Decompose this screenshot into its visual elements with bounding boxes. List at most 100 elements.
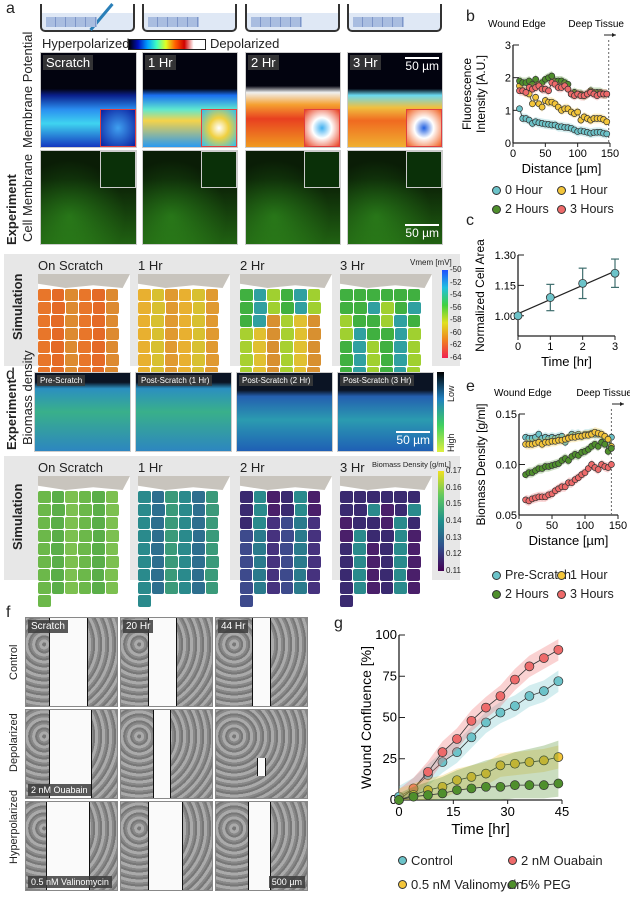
cell (38, 556, 51, 568)
timepoint-label: Post-Scratch (1 Hr) (138, 375, 213, 386)
vmem-image-scratch: Scratch (40, 52, 137, 148)
cell (295, 504, 307, 516)
legend-label: 2 Hours (505, 202, 549, 216)
data-point (452, 775, 462, 786)
cell (381, 289, 393, 301)
cell (65, 491, 78, 503)
cell (353, 341, 366, 353)
data-point (466, 715, 477, 726)
data-point (608, 461, 615, 468)
scale-bar: 500 µm (268, 876, 305, 888)
cell (254, 328, 266, 340)
cell (408, 517, 420, 529)
cell (38, 328, 51, 340)
cell (79, 302, 92, 314)
zoom-inset (99, 151, 136, 189)
cell (138, 289, 151, 301)
cell (280, 569, 293, 581)
data-point (495, 707, 506, 718)
cell (367, 543, 379, 555)
cell (254, 289, 266, 301)
cell (281, 328, 294, 340)
cell (38, 302, 51, 314)
cell (367, 328, 380, 340)
chart-b: 0 50 100 150 0 1 2 3 Distance [µm] FluorescenceIn… (460, 19, 624, 176)
cell (192, 582, 205, 594)
legend-marker (557, 185, 566, 195)
cell (93, 530, 105, 542)
cell (92, 289, 105, 301)
x-axis-label: Distance [µm] (522, 161, 602, 176)
cell (38, 504, 51, 516)
cell (340, 328, 353, 340)
y-tick-label: 0 (390, 792, 397, 807)
cell (281, 491, 293, 503)
cell (294, 569, 306, 581)
cell (138, 504, 151, 516)
cell (206, 556, 219, 568)
data-point (553, 778, 564, 789)
colorbar-label-depolarized: Depolarized (210, 36, 280, 51)
data-point (408, 791, 419, 802)
x-tick-label: 0 (510, 148, 516, 160)
cell (408, 289, 420, 301)
cell (106, 517, 118, 529)
cell (165, 315, 178, 327)
cell (166, 302, 178, 314)
cell (308, 517, 320, 529)
cell (65, 582, 78, 594)
cell (307, 569, 320, 581)
x-tick-label: 100 (576, 520, 594, 532)
cell (206, 341, 218, 353)
timepoint-label: Pre-Scratch (37, 375, 86, 386)
cell (65, 315, 78, 327)
cell (281, 302, 294, 314)
cell (38, 315, 50, 327)
data-point (510, 674, 520, 685)
data-point (437, 757, 448, 767)
data-point (516, 105, 523, 113)
cell (179, 530, 192, 542)
cell (394, 569, 406, 581)
legend-marker (508, 856, 517, 865)
cell (281, 517, 293, 529)
cell (65, 556, 78, 568)
cell (106, 556, 119, 568)
cell (408, 543, 420, 555)
cell (206, 315, 218, 327)
timepoint-label: Scratch (28, 620, 68, 633)
cell (51, 315, 64, 327)
cell (138, 328, 151, 340)
wound-image: 44 Hr (215, 617, 308, 707)
cell (354, 302, 367, 314)
cell (240, 354, 253, 366)
zoom-inset (99, 109, 136, 147)
x-tick-label: 45 (555, 804, 569, 819)
data-point (524, 757, 535, 767)
schematic-1hr (142, 4, 237, 32)
colorbar-tick: -52 (450, 277, 462, 287)
cell (193, 504, 205, 516)
cell (380, 569, 393, 581)
cell (394, 543, 407, 555)
timepoint-label: Post-Scratch (3 Hr) (340, 375, 415, 386)
cell (106, 328, 119, 340)
data-point (529, 100, 536, 108)
colorbar-tick: 0.12 (446, 549, 462, 559)
cell (165, 556, 178, 568)
cell (294, 315, 307, 327)
cell (206, 517, 218, 529)
data-point (603, 90, 611, 98)
y-tick-label: 100 (375, 627, 397, 642)
cell (79, 517, 91, 529)
cell (79, 328, 92, 340)
cell (92, 569, 104, 581)
zoom-inset (406, 109, 442, 147)
data-point (578, 278, 588, 288)
colorbar-tick: 0.11 (446, 566, 461, 575)
y-tick-label: 1.00 (495, 311, 516, 323)
cell (106, 530, 119, 542)
panel-label-g: g (334, 615, 343, 632)
y-axis-label: Normalized Cell Area (473, 239, 487, 352)
panel-label-c: c (466, 212, 474, 229)
